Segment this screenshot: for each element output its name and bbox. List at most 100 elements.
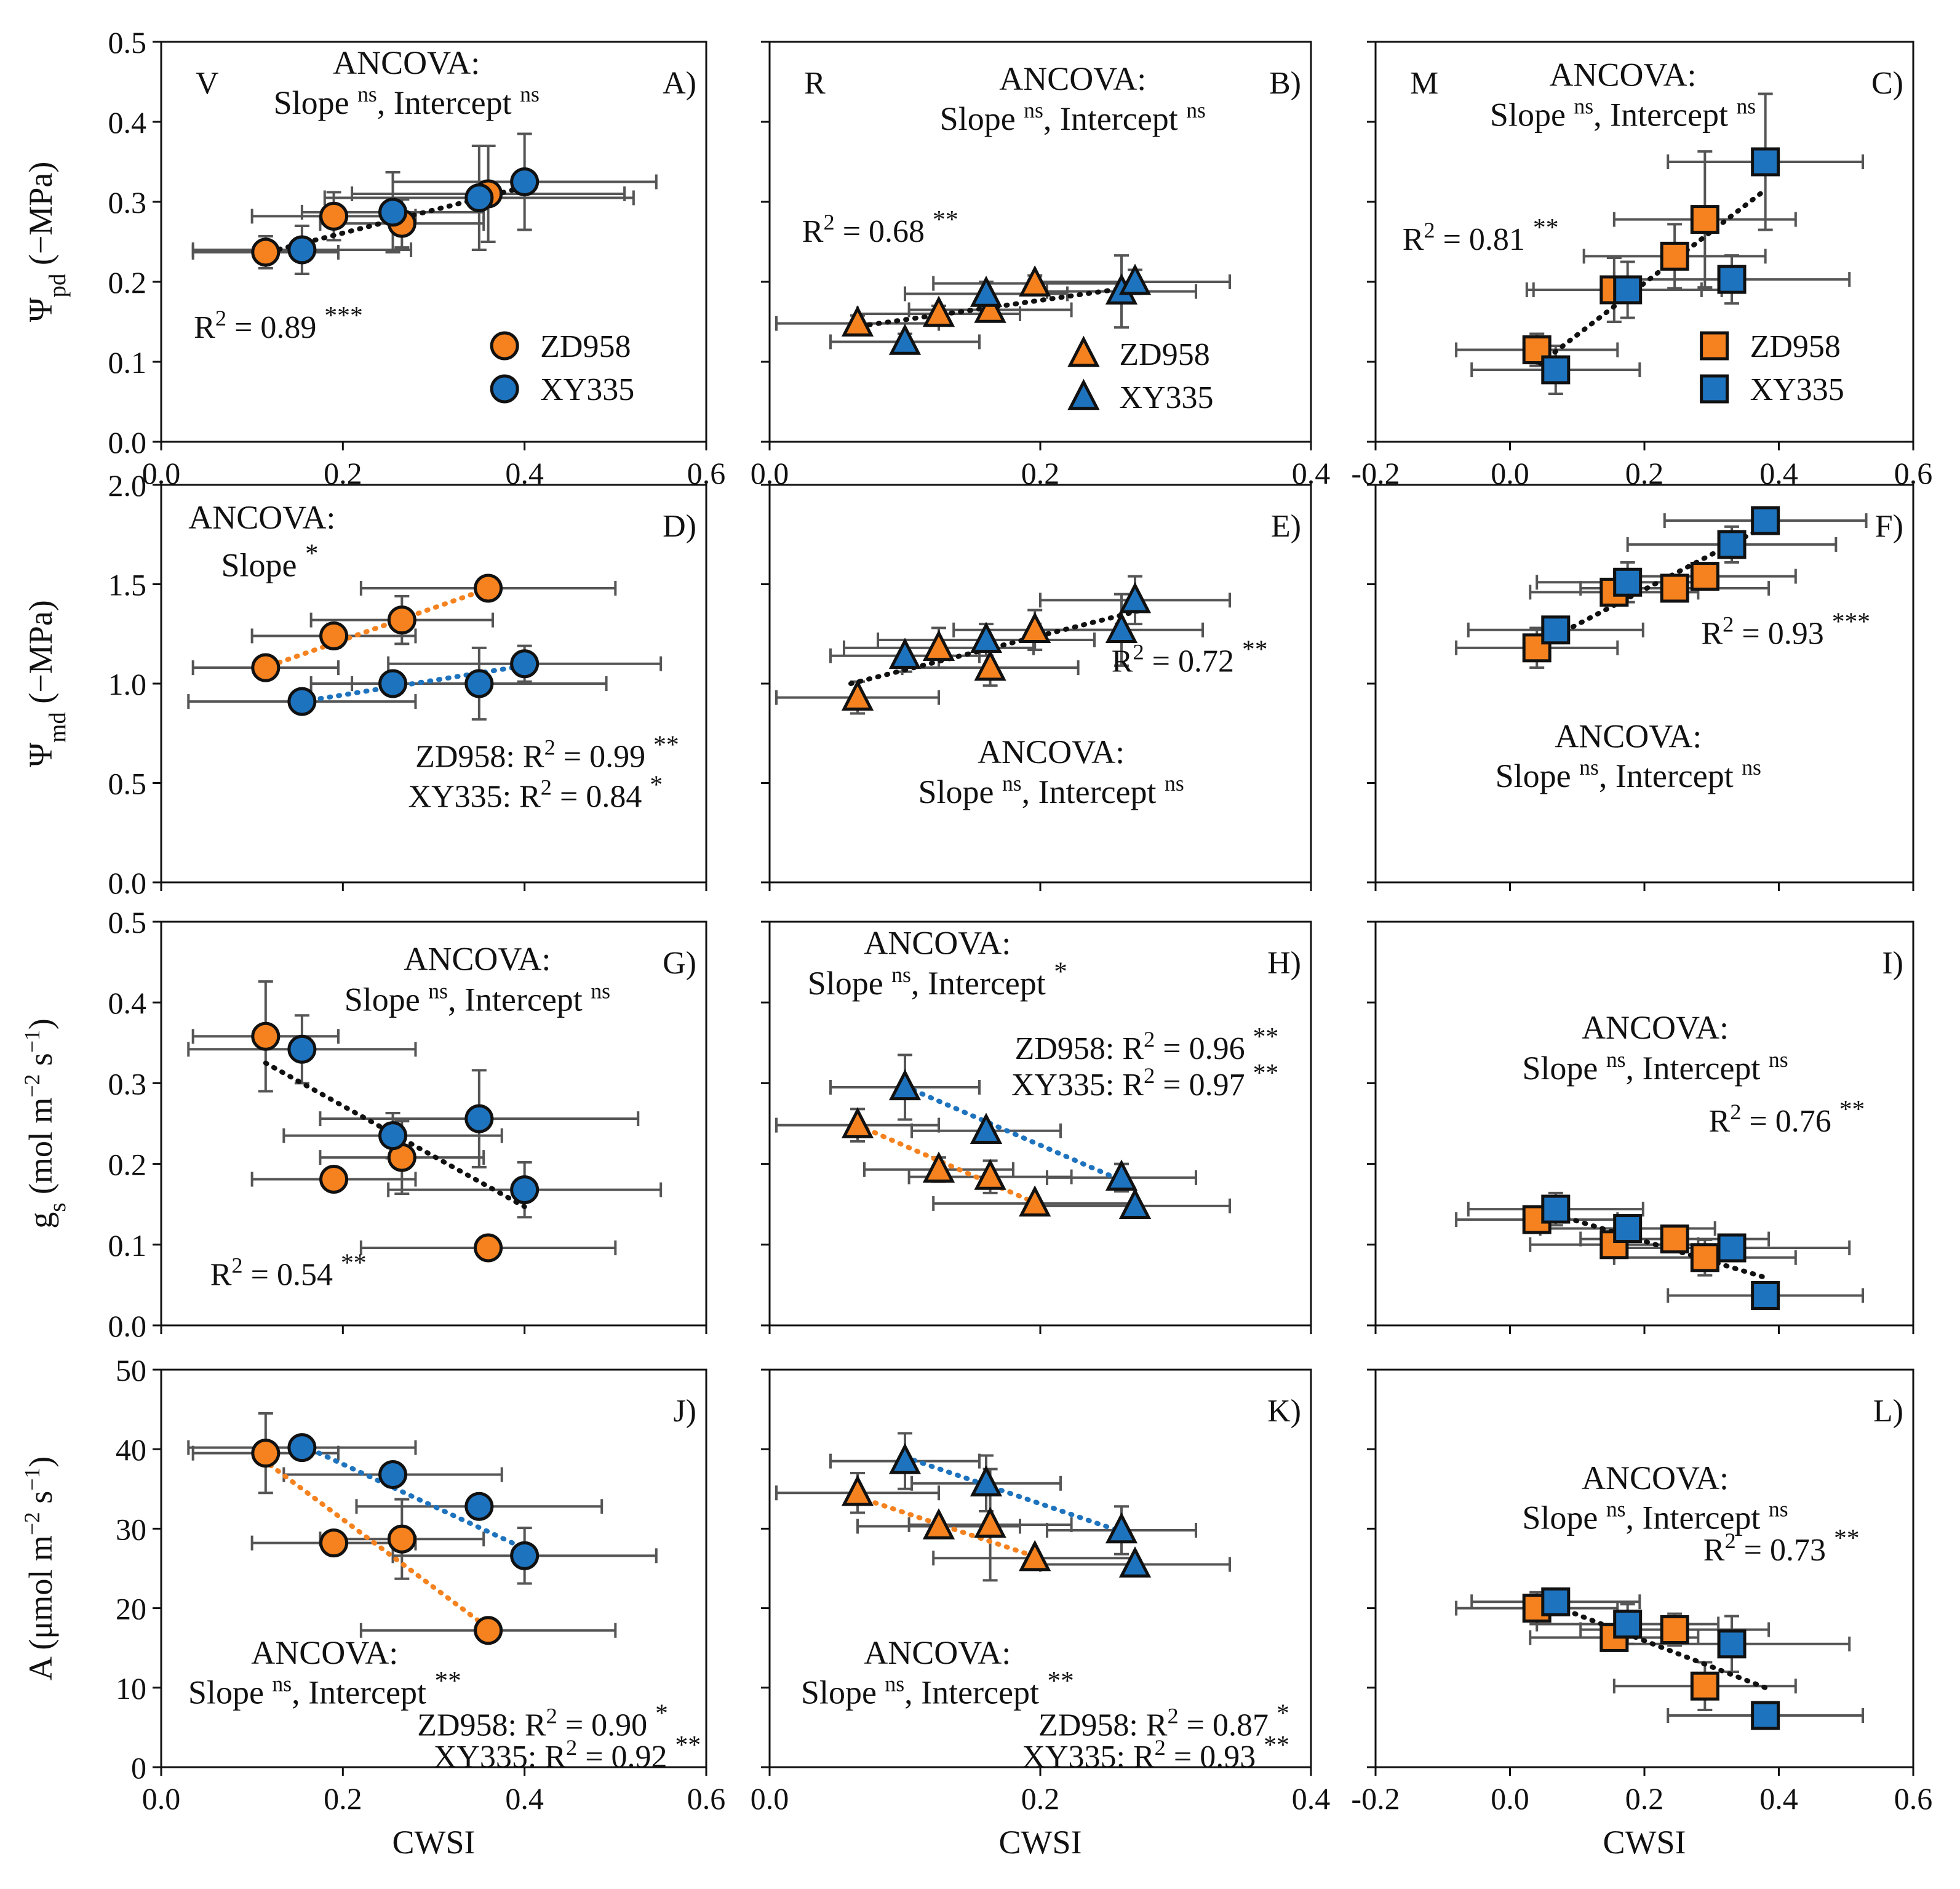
x-tick-label: -0.2: [1351, 1781, 1400, 1816]
zd958-point: [251, 238, 281, 267]
annotation: R2 = 0.68 **: [802, 205, 958, 249]
site-label: R: [804, 66, 826, 101]
annotation: R2 = 0.93 ***: [1701, 607, 1870, 651]
xy335-point: [378, 1121, 408, 1151]
xy335-point: [970, 1112, 1003, 1144]
xy335-point: [287, 1034, 317, 1064]
xy335-point: [1541, 1587, 1571, 1616]
xy335-point: [287, 687, 317, 716]
xy335-point: [1613, 275, 1643, 305]
zd958-point: [319, 201, 349, 231]
annotation: ANCOVA:: [251, 1634, 398, 1671]
xy335-point: [1105, 1159, 1138, 1191]
xy335-point: [1613, 1214, 1643, 1244]
legend-marker-zd958: [1700, 331, 1729, 361]
x-axis-label: CWSI: [1603, 1824, 1686, 1861]
annotation: ANCOVA:: [864, 924, 1011, 961]
x-tick-label: 0.6: [1894, 1781, 1933, 1816]
xy335-point: [510, 649, 540, 679]
zd958-point: [319, 1528, 349, 1558]
panel-label: L): [1873, 1394, 1903, 1429]
annotation: ANCOVA:: [978, 733, 1125, 770]
axes-frame: [160, 921, 707, 1327]
xy335-point: [464, 669, 494, 698]
zd958-point: [922, 1151, 955, 1183]
y-tick-label: 50: [116, 1353, 146, 1388]
xy335-point: [1717, 530, 1747, 559]
zd958-point: [1690, 205, 1719, 234]
annotation: Slope ns, Intercept ns: [1522, 1047, 1788, 1087]
legend-marker-xy335: [490, 374, 519, 404]
panel-B: 0.0 0.2 0.4B)R ANCOVA:Slope ns, Intercept n…: [751, 41, 1330, 490]
zd958-point: [841, 1107, 874, 1138]
annotation: Slope ns, Intercept **: [188, 1666, 461, 1711]
annotation: R2 = 0.73 **: [1703, 1524, 1860, 1568]
xy335-point: [1118, 1546, 1152, 1578]
y-tick-label: 1.5: [108, 568, 147, 602]
zd958-point: [474, 1233, 503, 1263]
y-tick-label: 0.0: [108, 425, 147, 460]
fit-line: [299, 663, 527, 705]
annotation: Slope ns, Intercept **: [801, 1666, 1074, 1711]
xy335-point: [1613, 567, 1643, 597]
panel-label: E): [1271, 509, 1301, 544]
xy335-point: [970, 1465, 1003, 1496]
xy335-point: [287, 1433, 317, 1463]
annotation: Slope ns, Intercept ns: [274, 82, 540, 121]
site-label: V: [196, 66, 219, 101]
zd958-point: [922, 629, 955, 661]
y-axis-label: gs (mol m−2 s−1): [20, 1018, 71, 1228]
zd958-point: [1690, 1243, 1719, 1272]
xy335-point: [888, 324, 922, 355]
xy335-point: [464, 1104, 494, 1133]
y-tick-label: 0.5: [108, 905, 147, 940]
xy335-point: [1717, 1629, 1747, 1659]
legend-label-xy335: XY335: [1750, 372, 1844, 407]
zd958-point: [387, 605, 416, 635]
xy335-point: [1541, 355, 1571, 385]
panel-J: 0 10 20 30 40 50 0.0 0.2 0.4 0.6 CWSI A (μmol m−2 s…: [20, 1353, 725, 1861]
y-tick-label: 40: [116, 1432, 146, 1467]
xy335-point: [888, 1069, 922, 1101]
xy335-point: [970, 621, 1003, 653]
xy335-point: [510, 1541, 540, 1570]
error-bars-xy335: [829, 254, 1231, 351]
annotation: ANCOVA:: [333, 44, 480, 81]
legend-label-xy335: XY335: [540, 372, 634, 407]
zd958-point: [1660, 573, 1689, 603]
xy335-point: [378, 669, 408, 698]
y-tick-label: 0.4: [108, 105, 147, 140]
annotation: ZD958: R2 = 0.87 *: [1038, 1698, 1289, 1743]
xy335-point: [378, 1460, 408, 1490]
y-axis-label: Ψmd (−MPa): [22, 600, 71, 767]
annotation: ANCOVA:: [188, 499, 335, 536]
xy335-point: [1751, 506, 1780, 535]
zd958-point: [474, 573, 503, 603]
legend: ZD958 XY335: [1700, 329, 1844, 407]
zd958-point: [841, 305, 874, 337]
annotation: Slope *: [221, 539, 318, 584]
panel-I: I) ANCOVA:Slope ns, Intercept ns R2 = 0.76…: [1367, 921, 1914, 1334]
axes-frame: [1374, 1368, 1914, 1768]
axes-frame: [160, 1368, 707, 1768]
y-tick-label: 0.5: [108, 767, 147, 801]
y-tick-label: 0.2: [108, 1148, 147, 1182]
zd958-point: [251, 1021, 281, 1051]
annotation: R2 = 0.72 **: [1112, 635, 1268, 679]
annotation: R2 = 0.54 **: [210, 1248, 367, 1292]
xy335-point: [1613, 1609, 1643, 1639]
zd958-point: [922, 1508, 955, 1540]
site-label: M: [1410, 66, 1438, 101]
zd958-point: [922, 295, 955, 327]
zd958-point: [251, 1439, 281, 1468]
zd958-point: [319, 621, 349, 650]
y-tick-label: 0.5: [108, 25, 147, 60]
annotation: Slope ns, Intercept ns: [940, 98, 1206, 137]
xy335-point: [510, 167, 540, 196]
zd958-point: [1690, 1671, 1719, 1701]
xy335-point: [464, 183, 494, 212]
panel-L: -0.2 0.0 0.2 0.4 0.6 CWSI L) ANCOVA:Slope ns, I…: [1351, 1368, 1933, 1861]
x-tick-label: 0.4: [505, 1781, 544, 1816]
xy335-point: [1118, 263, 1152, 295]
